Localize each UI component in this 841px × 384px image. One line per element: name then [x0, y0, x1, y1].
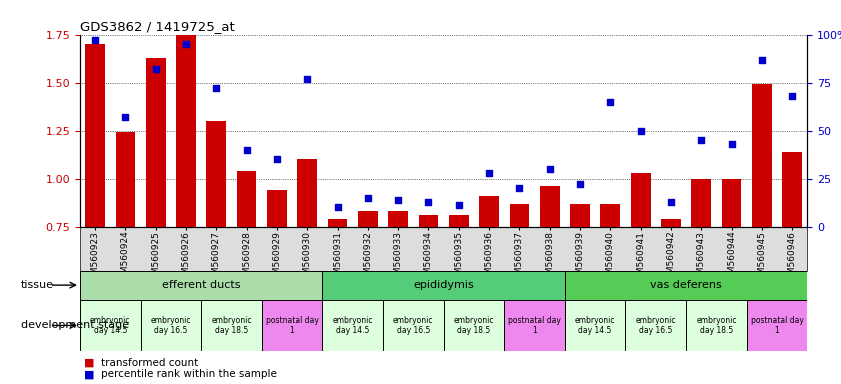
Text: postnatal day
1: postnatal day 1	[751, 316, 803, 335]
Point	[725, 141, 738, 147]
Text: postnatal day
1: postnatal day 1	[266, 316, 319, 335]
Bar	[383, 300, 444, 351]
Bar	[389, 211, 408, 227]
Text: embryonic
day 18.5: embryonic day 18.5	[211, 316, 251, 335]
Point	[88, 37, 102, 43]
Point	[149, 66, 162, 72]
Bar	[140, 300, 201, 351]
Text: embryonic
day 16.5: embryonic day 16.5	[151, 316, 191, 335]
Point	[785, 93, 799, 99]
Point	[179, 41, 193, 47]
Bar	[661, 219, 681, 227]
Point	[119, 114, 132, 120]
Bar	[540, 186, 559, 227]
Point	[543, 166, 557, 172]
Point	[300, 76, 314, 82]
Bar	[267, 190, 287, 227]
Point	[209, 85, 223, 91]
Text: development stage: development stage	[21, 320, 130, 331]
Bar	[444, 300, 505, 351]
Text: tissue: tissue	[21, 280, 54, 290]
Bar	[115, 132, 135, 227]
Bar	[298, 159, 317, 227]
Point	[604, 99, 617, 105]
Bar	[565, 300, 626, 351]
Bar	[626, 300, 686, 351]
Text: postnatal day
1: postnatal day 1	[508, 316, 561, 335]
Bar	[565, 271, 807, 300]
Bar	[722, 179, 742, 227]
Text: embryonic
day 16.5: embryonic day 16.5	[636, 316, 676, 335]
Text: ■: ■	[84, 369, 94, 379]
Bar	[686, 300, 747, 351]
Bar	[85, 44, 105, 227]
Point	[391, 197, 405, 203]
Text: vas deferens: vas deferens	[650, 280, 722, 290]
Text: epididymis: epididymis	[413, 280, 474, 290]
Point	[270, 156, 283, 162]
Bar	[747, 300, 807, 351]
Text: percentile rank within the sample: percentile rank within the sample	[101, 369, 277, 379]
Bar	[201, 300, 262, 351]
Bar	[510, 204, 529, 227]
Bar	[479, 196, 499, 227]
Point	[331, 204, 344, 210]
Text: embryonic
day 14.5: embryonic day 14.5	[332, 316, 373, 335]
Point	[664, 199, 678, 205]
Text: transformed count: transformed count	[101, 358, 198, 368]
Bar	[631, 173, 650, 227]
Text: embryonic
day 18.5: embryonic day 18.5	[453, 316, 495, 335]
Bar	[80, 271, 322, 300]
Bar	[570, 204, 590, 227]
Bar	[322, 300, 383, 351]
Text: embryonic
day 16.5: embryonic day 16.5	[393, 316, 434, 335]
Bar	[176, 35, 196, 227]
Point	[513, 185, 526, 191]
Text: embryonic
day 14.5: embryonic day 14.5	[90, 316, 130, 335]
Point	[755, 56, 769, 63]
Bar	[145, 58, 166, 227]
Bar	[262, 300, 322, 351]
Point	[483, 170, 496, 176]
Bar	[358, 211, 378, 227]
Bar	[600, 204, 620, 227]
Bar	[449, 215, 468, 227]
Text: efferent ducts: efferent ducts	[161, 280, 241, 290]
Text: ■: ■	[84, 358, 94, 368]
Point	[634, 127, 648, 134]
Bar	[419, 215, 438, 227]
Text: GDS3862 / 1419725_at: GDS3862 / 1419725_at	[80, 20, 235, 33]
Point	[452, 202, 466, 209]
Bar	[505, 300, 565, 351]
Point	[421, 199, 435, 205]
Point	[695, 137, 708, 143]
Text: embryonic
day 18.5: embryonic day 18.5	[696, 316, 737, 335]
Bar	[752, 84, 772, 227]
Bar	[237, 171, 257, 227]
Text: embryonic
day 14.5: embryonic day 14.5	[575, 316, 616, 335]
Bar	[80, 300, 140, 351]
Point	[574, 181, 587, 187]
Bar	[782, 152, 802, 227]
Bar	[206, 121, 226, 227]
Bar	[691, 179, 711, 227]
Bar	[322, 271, 565, 300]
Bar	[328, 219, 347, 227]
Point	[240, 147, 253, 153]
Point	[361, 195, 374, 201]
